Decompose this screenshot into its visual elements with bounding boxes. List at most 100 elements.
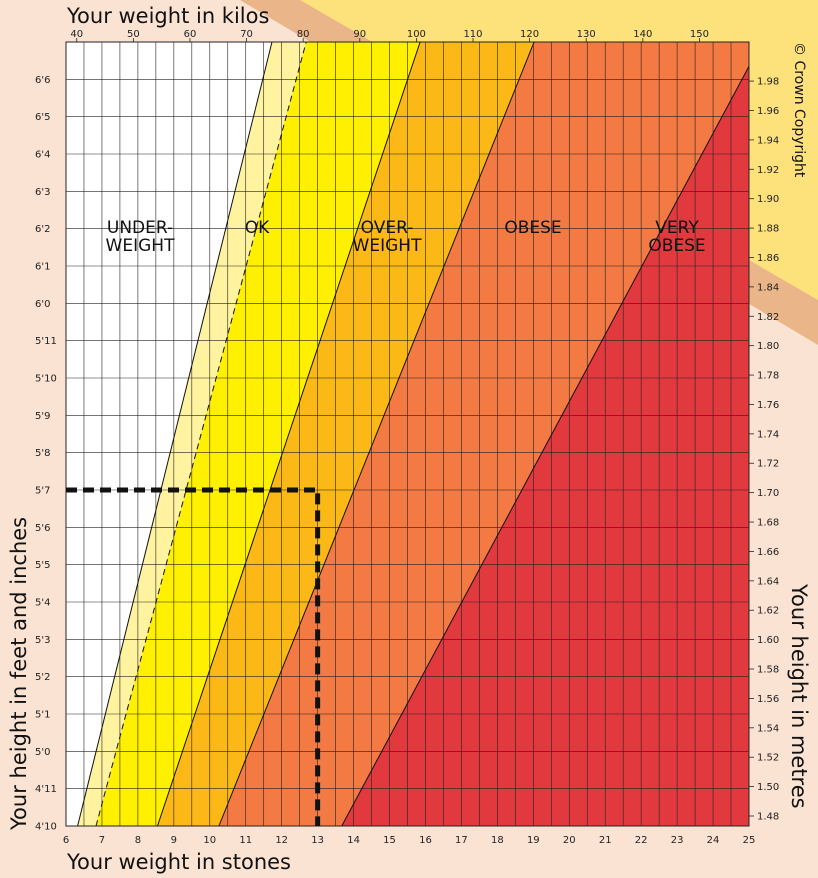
zone-label-5-0: VERY [655, 218, 699, 238]
right-tick-label: 1.84 [757, 282, 779, 293]
left-tick-label: 5'0 [35, 747, 50, 758]
bottom-axis-title: Your weight in stones [66, 850, 291, 874]
right-tick-label: 1.74 [757, 429, 779, 440]
left-tick-label: 5'6 [35, 523, 50, 534]
top-tick-label: 40 [70, 29, 83, 40]
right-tick-label: 1.48 [757, 812, 779, 823]
zone-label-3-1: WEIGHT [353, 236, 423, 256]
right-tick-label: 1.50 [757, 782, 779, 793]
boundary-line-bmi-18.5 [77, 42, 273, 826]
zone-label-5-1: OBESE [648, 236, 705, 256]
zones-layer [66, 42, 749, 826]
top-tick-label: 70 [240, 29, 253, 40]
bottom-tick-label: 24 [707, 835, 720, 846]
bottom-tick-label: 17 [455, 835, 468, 846]
bottom-tick-label: 12 [275, 835, 288, 846]
left-tick-label: 5'8 [35, 448, 50, 459]
left-tick-label: 6'5 [35, 112, 50, 123]
zone-4 [218, 42, 749, 826]
bottom-tick-label: 21 [599, 835, 612, 846]
top-tick-label: 130 [577, 29, 596, 40]
bottom-tick-label: 15 [383, 835, 396, 846]
zone-label-0-0: UNDER- [107, 218, 173, 238]
right-tick-label: 1.90 [757, 194, 779, 205]
left-tick-label: 6'3 [35, 187, 50, 198]
bottom-tick-label: 13 [311, 835, 324, 846]
zone-0 [66, 42, 272, 826]
boundary-line-bmi-30 [218, 42, 535, 826]
bottom-tick-label: 22 [635, 835, 648, 846]
top-tick-label: 150 [690, 29, 709, 40]
left-tick-label: 5'9 [35, 411, 50, 422]
bottom-tick-label: 11 [239, 835, 252, 846]
left-axis-title: Your height in feet and inches [7, 517, 31, 831]
bottom-tick-label: 6 [63, 835, 69, 846]
right-axis-title: Your height in metres [787, 583, 811, 809]
right-tick-label: 1.60 [757, 635, 779, 646]
right-tick-label: 1.58 [757, 665, 779, 676]
right-tick-label: 1.54 [757, 723, 779, 734]
left-tick-label: 5'7 [35, 486, 50, 497]
right-tick-label: 1.56 [757, 694, 779, 705]
right-tick-label: 1.80 [757, 341, 779, 352]
right-tick-label: 1.62 [757, 606, 779, 617]
boundary-line-bmi-25 [156, 42, 421, 826]
left-tick-label: 5'4 [35, 598, 50, 609]
right-tick-label: 1.76 [757, 400, 779, 411]
right-tick-label: 1.66 [757, 547, 779, 558]
bottom-tick-label: 16 [419, 835, 432, 846]
left-tick-label: 6'1 [35, 262, 50, 273]
top-tick-label: 140 [633, 29, 652, 40]
right-tick-label: 1.64 [757, 576, 779, 587]
right-tick-label: 1.96 [757, 106, 779, 117]
bottom-tick-label: 20 [563, 835, 576, 846]
left-tick-label: 5'11 [35, 336, 57, 347]
zone-label-0-1: WEIGHT [106, 236, 176, 256]
top-tick-label: 80 [297, 29, 310, 40]
copyright-text: © Crown Copyright [791, 42, 807, 178]
right-tick-label: 1.72 [757, 459, 779, 470]
top-tick-label: 90 [353, 29, 366, 40]
top-tick-label: 60 [184, 29, 197, 40]
left-tick-label: 4'11 [35, 784, 57, 795]
zone-label-4-0: OBESE [504, 218, 561, 238]
left-tick-label: 5'2 [35, 672, 50, 683]
top-tick-label: 50 [127, 29, 140, 40]
right-tick-label: 1.94 [757, 135, 779, 146]
left-tick-label: 5'3 [35, 635, 50, 646]
bottom-tick-label: 23 [671, 835, 684, 846]
bottom-tick-label: 14 [347, 835, 360, 846]
left-tick-label: 6'6 [35, 75, 50, 86]
zone-2 [96, 42, 421, 826]
bottom-tick-label: 19 [527, 835, 540, 846]
zone-label-2-0: OK [245, 218, 270, 238]
top-tick-label: 110 [463, 29, 482, 40]
left-tick-label: 6'0 [35, 299, 50, 310]
right-tick-label: 1.98 [757, 77, 779, 88]
bottom-tick-label: 18 [491, 835, 504, 846]
right-tick-label: 1.92 [757, 165, 779, 176]
boundary-lines-layer [77, 42, 749, 826]
right-tick-label: 1.52 [757, 753, 779, 764]
left-tick-label: 6'2 [35, 224, 50, 235]
top-tick-label: 120 [520, 29, 539, 40]
bottom-tick-label: 9 [171, 835, 177, 846]
boundary-line-bmi-40 [341, 65, 749, 826]
ticks-layer: 40 50 60 70 80 90 100 110 120 130 140 150 6 7 8 9 10 11 12… [35, 29, 779, 846]
left-tick-label: 5'5 [35, 560, 50, 571]
grid-layer [65, 41, 750, 827]
bottom-tick-label: 25 [743, 835, 756, 846]
bottom-tick-label: 7 [99, 835, 105, 846]
bottom-tick-label: 10 [203, 835, 216, 846]
right-tick-label: 1.70 [757, 488, 779, 499]
top-tick-label: 100 [407, 29, 426, 40]
right-tick-label: 1.78 [757, 371, 779, 382]
left-tick-label: 5'1 [35, 710, 50, 721]
left-tick-label: 5'10 [35, 374, 57, 385]
right-tick-label: 1.68 [757, 518, 779, 529]
right-tick-label: 1.88 [757, 224, 779, 235]
left-tick-label: 4'10 [35, 822, 57, 833]
boundary-line-bmi-20 [95, 42, 307, 826]
